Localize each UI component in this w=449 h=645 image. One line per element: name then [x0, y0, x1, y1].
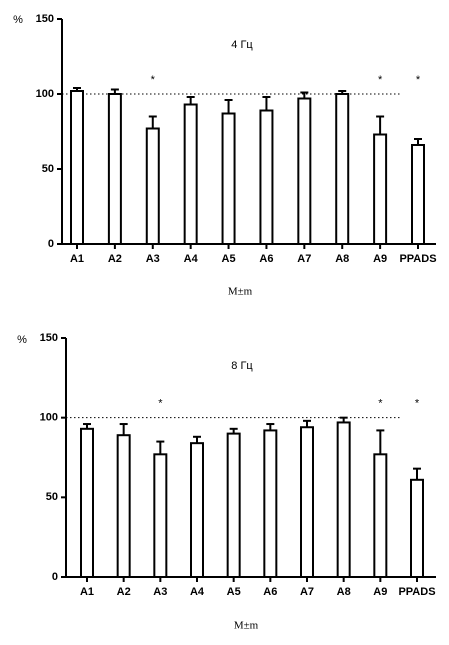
significance-mark: *: [151, 74, 156, 86]
significance-mark: *: [378, 74, 383, 86]
bar: [410, 478, 424, 579]
bar: [226, 432, 241, 578]
x-tick-label: A5: [222, 253, 236, 265]
chart-title: 4 Гц: [231, 39, 253, 51]
bar: [259, 109, 274, 245]
bar: [373, 133, 388, 245]
x-tick-label: A3: [153, 586, 167, 598]
x-tick-label: A7: [300, 586, 314, 598]
x-tick-label: A4: [190, 586, 205, 598]
y-axis-label: %: [13, 14, 23, 26]
x-tick-label: A9: [373, 586, 387, 598]
bar: [116, 434, 131, 578]
x-tick-label: A7: [297, 253, 311, 265]
y-tick-label: 50: [46, 491, 58, 503]
bar: [263, 429, 278, 578]
x-tick-label: A9: [373, 253, 387, 265]
bar: [80, 427, 94, 578]
y-tick-label: 50: [42, 163, 54, 175]
x-tick-label: A4: [184, 253, 199, 265]
x-tick-label: A6: [259, 253, 273, 265]
x-tick-label: A2: [108, 253, 122, 265]
x-tick-label: A8: [335, 253, 349, 265]
bar: [70, 90, 84, 245]
bar: [335, 93, 350, 245]
chart-title: 8 Гц: [231, 360, 253, 372]
x-tick-label: A2: [117, 586, 131, 598]
bar: [107, 93, 122, 245]
x-tick-label: A1: [80, 586, 94, 598]
significance-mark: *: [158, 398, 163, 410]
significance-mark: *: [378, 398, 383, 410]
y-tick-label: 100: [40, 412, 58, 424]
x-tick-label: A5: [227, 586, 241, 598]
bar: [297, 97, 312, 245]
x-axis-label: M±m: [228, 286, 253, 298]
y-tick-label: 150: [40, 332, 58, 344]
bar: [190, 442, 204, 578]
y-axis-label: %: [17, 334, 27, 346]
x-tick-label: A6: [263, 586, 277, 598]
significance-mark: *: [415, 398, 420, 410]
x-tick-label: A1: [70, 253, 84, 265]
significance-mark: *: [416, 74, 421, 86]
bar: [221, 112, 236, 245]
x-tick-label: PPADS: [398, 586, 435, 598]
y-tick-label: 0: [48, 238, 54, 250]
y-tick-label: 150: [36, 13, 54, 25]
x-tick-label: PPADS: [399, 253, 436, 265]
x-tick-label: A8: [337, 586, 351, 598]
bar: [153, 453, 168, 578]
y-tick-label: 0: [52, 571, 58, 583]
bar: [373, 453, 388, 578]
bar: [411, 144, 425, 245]
x-axis-label: M±m: [234, 620, 259, 632]
bar: [145, 127, 160, 245]
bar: [336, 421, 351, 578]
y-tick-label: 100: [36, 88, 54, 100]
bar: [300, 426, 314, 578]
x-tick-label: A3: [146, 253, 160, 265]
bar: [183, 103, 198, 245]
